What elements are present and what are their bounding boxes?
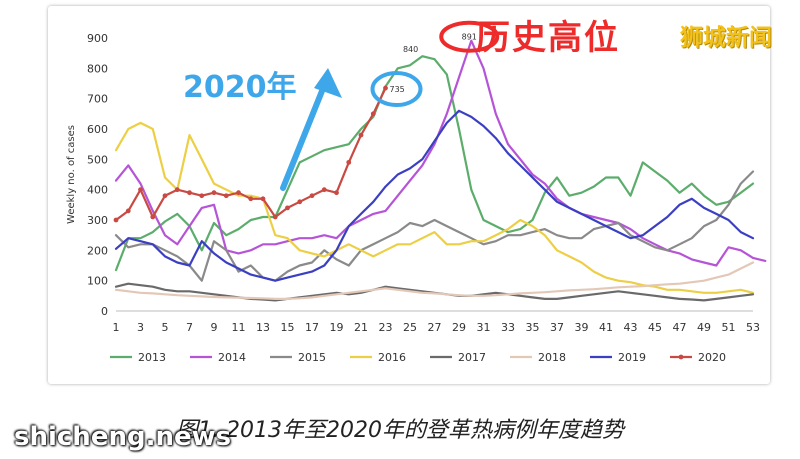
series-2018-line xyxy=(114,261,755,300)
legend-label-2020: 2020 xyxy=(698,351,726,364)
y-tick-label: 100 xyxy=(87,275,108,288)
series-2020-point xyxy=(383,85,388,91)
series-2020-point xyxy=(248,196,254,202)
series-2015-line xyxy=(114,170,755,282)
series-2020-point xyxy=(272,214,278,220)
x-tick-label: 53 xyxy=(746,321,760,334)
series-2020-point xyxy=(309,193,315,199)
legend-label-2018: 2018 xyxy=(538,351,566,364)
chart-panel: 0 100 200 300 400 500 600 700 800 900 Weekly no. o… xyxy=(48,6,770,384)
series-2020-point xyxy=(370,111,376,117)
x-tick-label: 49 xyxy=(697,321,711,334)
x-tick-label: 21 xyxy=(354,321,368,334)
x-tick-label: 9 xyxy=(211,321,218,334)
series-2020-point xyxy=(125,208,131,214)
y-tick-label: 300 xyxy=(87,214,108,227)
series-2020-point xyxy=(260,196,266,202)
line-chart: 0 100 200 300 400 500 600 700 800 900 Weekly no. o… xyxy=(66,20,767,364)
x-tick-label: 51 xyxy=(722,321,736,334)
legend-label-2015: 2015 xyxy=(298,351,326,364)
x-tick-label: 41 xyxy=(599,321,613,334)
y-tick-label: 700 xyxy=(87,93,108,106)
y-tick-label: 600 xyxy=(87,123,108,136)
x-tick-label: 35 xyxy=(526,321,540,334)
peak-highlight-ellipse xyxy=(439,20,500,53)
x-tick-label: 25 xyxy=(403,321,417,334)
series-2020-point xyxy=(113,217,119,223)
legend-label-2013: 2013 xyxy=(138,351,166,364)
watermark-top: 狮城新闻 xyxy=(680,25,772,51)
rising-arrow-head xyxy=(314,68,342,98)
value-label-735: 735 xyxy=(390,85,405,94)
series-2020-point xyxy=(223,193,229,199)
series-2020-point xyxy=(236,190,241,196)
legend-label-2019: 2019 xyxy=(618,351,646,364)
legend-label-2016: 2016 xyxy=(378,351,406,364)
series-2020-point xyxy=(358,132,364,138)
series-2014-line xyxy=(114,39,767,267)
x-tick-label: 31 xyxy=(477,321,491,334)
y-tick-label: 400 xyxy=(87,184,108,197)
series-2020-point xyxy=(199,193,205,199)
x-tick-label: 33 xyxy=(501,321,515,334)
record-high-annotation: 历史高位 xyxy=(476,18,620,58)
x-tick-label: 29 xyxy=(452,321,466,334)
x-tick-label: 7 xyxy=(186,321,193,334)
year-2020-annotation: 2020年 xyxy=(183,70,297,105)
rising-arrow-shaft xyxy=(280,83,327,191)
series-2020-point xyxy=(187,190,192,196)
2020-highlight-ellipse xyxy=(370,71,423,108)
series-2020-point xyxy=(321,187,327,193)
x-tick-label: 15 xyxy=(281,321,295,334)
y-tick-label: 0 xyxy=(101,305,108,318)
figure-caption: 图1. 2013年至2020年的登革热病例年度趋势 xyxy=(176,418,624,443)
value-label-840: 840 xyxy=(403,45,418,54)
x-tick-label: 27 xyxy=(428,321,442,334)
y-axis-label: Weekly no. of cases xyxy=(66,125,77,224)
series-2019-line xyxy=(114,109,755,282)
series-2020-point xyxy=(138,187,143,193)
x-tick-label: 19 xyxy=(330,321,344,334)
watermark-bottom: shicheng.news xyxy=(14,422,232,452)
x-tick-label: 3 xyxy=(137,321,144,334)
series-2020-point xyxy=(346,159,352,165)
series-2020-point xyxy=(162,193,168,199)
legend-label-2014: 2014 xyxy=(218,351,246,364)
series-2020-point xyxy=(174,187,180,193)
x-tick-label: 47 xyxy=(673,321,687,334)
x-tick-label: 37 xyxy=(550,321,564,334)
y-tick-label: 200 xyxy=(87,244,108,257)
x-tick-label: 13 xyxy=(256,321,270,334)
legend-marker-2020 xyxy=(678,354,684,360)
x-tick-label: 39 xyxy=(575,321,589,334)
x-tick-label: 11 xyxy=(232,321,246,334)
series-2020-point xyxy=(334,190,339,196)
legend-label-2017: 2017 xyxy=(458,351,486,364)
series-2020-point xyxy=(297,199,303,205)
x-tick-label: 5 xyxy=(162,321,169,334)
series-2016-line xyxy=(114,121,755,294)
y-tick-label: 900 xyxy=(87,32,108,45)
y-tick-label: 500 xyxy=(87,153,108,166)
y-tick-label: 800 xyxy=(87,62,108,75)
x-tick-label: 1 xyxy=(113,321,120,334)
x-tick-label: 45 xyxy=(648,321,662,334)
x-tick-label: 43 xyxy=(624,321,638,334)
x-tick-label: 23 xyxy=(379,321,393,334)
value-label-891: 891 xyxy=(462,33,477,42)
series-2020-point xyxy=(211,190,217,196)
series-2020-point xyxy=(150,214,156,220)
x-tick-label: 17 xyxy=(305,321,319,334)
series-2020-point xyxy=(285,205,290,211)
